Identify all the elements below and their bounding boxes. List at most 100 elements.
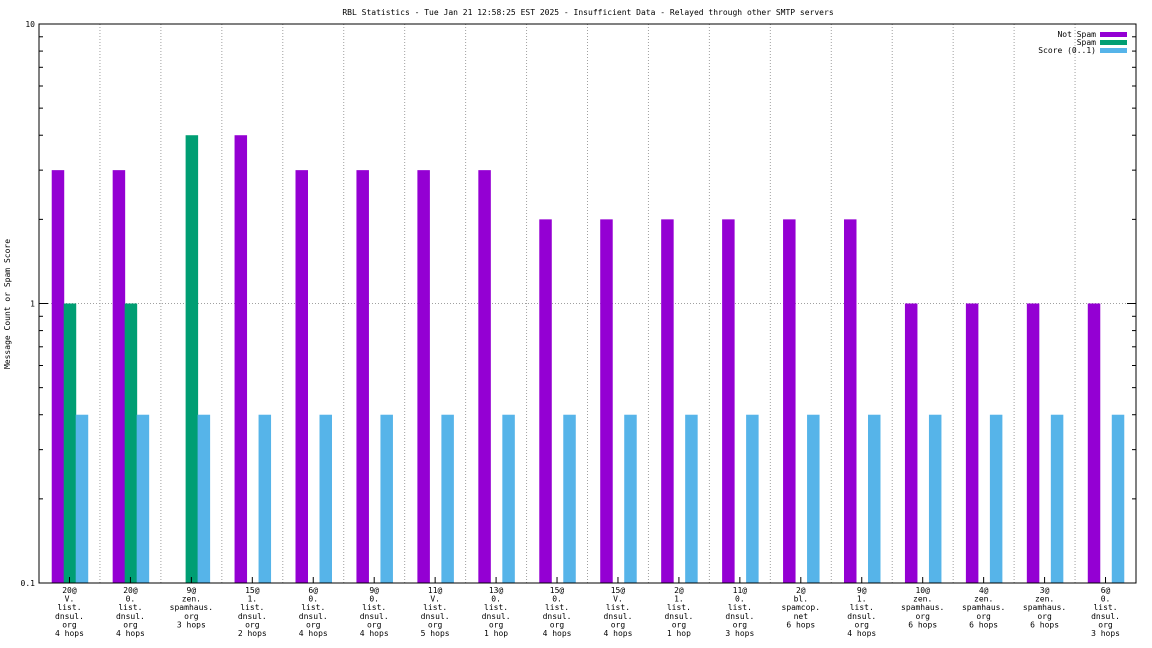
x-tick-label-line: list. — [850, 603, 874, 612]
bar-not-spam — [356, 170, 369, 584]
x-tick-label-line: org — [123, 620, 138, 629]
bar-not-spam — [1087, 303, 1101, 583]
x-tick-label-line: list. — [57, 603, 81, 612]
x-tick-label-line: zen. — [1035, 595, 1054, 604]
x-tick-label-line: 3 hops — [177, 620, 206, 629]
x-tick-label-line: 0. — [552, 595, 562, 604]
bar-score-0-1 — [502, 414, 515, 583]
bar-score-0-1 — [136, 414, 150, 583]
x-tick-label-line: 4 hops — [360, 629, 389, 638]
x-tick-label-line: net — [794, 612, 809, 621]
bar-not-spam — [234, 135, 248, 583]
x-tick-label-line: 20@ — [62, 586, 77, 595]
x-tick-label-line: 15@ — [550, 586, 565, 595]
x-tick-label-line: org — [367, 620, 382, 629]
x-tick-label-line: bl. — [794, 595, 808, 604]
y-axis-label: Message Count or Spam Score — [3, 239, 12, 369]
x-tick-label-line: dnsul. — [1091, 612, 1120, 621]
bar-not-spam — [722, 219, 735, 583]
bar-spam — [185, 135, 199, 583]
legend-label: Score (0..1) — [1038, 46, 1096, 55]
bar-score-0-1 — [380, 414, 393, 583]
x-tick-label-line: 3 hops — [725, 629, 754, 638]
x-tick-label-line: list. — [667, 603, 691, 612]
x-tick-label: 11@ V. list. dnsul. org 5 hops — [421, 586, 450, 638]
x-tick-label-line: dnsul. — [725, 612, 754, 621]
bar-score-0-1 — [685, 414, 698, 583]
x-tick-label-line: zen. — [913, 595, 932, 604]
x-tick-label-line: org — [855, 620, 870, 629]
x-tick-label-line: spamhaus. — [1023, 603, 1066, 612]
legend-swatch — [1100, 40, 1127, 45]
x-tick-label-line: 4 hops — [55, 629, 84, 638]
bar-score-0-1 — [746, 414, 759, 583]
bar-not-spam — [783, 219, 796, 583]
x-tick-label: 6@ 0. list. dnsul. org 4 hops — [299, 586, 328, 638]
bars — [51, 135, 1125, 584]
bar-score-0-1 — [75, 414, 89, 583]
x-tick-label: 9@ 0. list. dnsul. org 4 hops — [360, 586, 389, 638]
bar-spam — [63, 303, 77, 583]
x-tick-label-line: 0. — [1101, 595, 1111, 604]
x-tick-label-line: 10@ — [915, 586, 930, 595]
x-tick-label: 20@ V. list. dnsul. org 4 hops — [55, 586, 84, 638]
x-tick-label-line: list. — [606, 603, 630, 612]
x-tick-label-line: 6@ — [308, 586, 318, 595]
x-tick-label-line: 4 hops — [543, 629, 572, 638]
x-tick-label-line: 4 hops — [299, 629, 328, 638]
bar-score-0-1 — [1050, 414, 1064, 583]
x-tick-label-line: dnsul. — [847, 612, 876, 621]
bar-score-0-1 — [563, 414, 576, 583]
x-tick-label-line: dnsul. — [604, 612, 633, 621]
bar-not-spam — [844, 219, 857, 583]
bar-score-0-1 — [807, 414, 820, 583]
bar-score-0-1 — [441, 414, 454, 583]
x-tick-label-line: org — [489, 620, 504, 629]
x-tick-label-line: spamhaus. — [901, 603, 944, 612]
x-tick-label: 2@ bl. spamcop. net 6 hops — [782, 586, 821, 629]
bar-not-spam — [417, 170, 430, 584]
x-tick-label-line: list. — [240, 603, 264, 612]
x-tick-label-line: org — [550, 620, 565, 629]
x-tick-label-line: spamcop. — [782, 603, 821, 612]
x-tick-label-line: 6 hops — [908, 620, 937, 629]
x-tick-label-line: 4 hops — [847, 629, 876, 638]
x-tick-label-line: 0. — [308, 595, 318, 604]
x-tick-label-line: 20@ — [123, 586, 138, 595]
legend-label: Spam — [1077, 38, 1096, 47]
x-tick-label-line: 6 hops — [1030, 620, 1059, 629]
x-tick-label-line: org — [245, 620, 260, 629]
chart-title: RBL Statistics - Tue Jan 21 12:58:25 EST… — [342, 8, 833, 17]
x-tick-label: 10@ zen. spamhaus. org 6 hops — [901, 586, 944, 629]
x-tick-label-line: list. — [423, 603, 447, 612]
x-tick-label-line: 9@ — [857, 586, 867, 595]
x-tick-label-line: zen. — [182, 595, 201, 604]
x-tick-label: 20@ 0. list. dnsul. org 4 hops — [116, 586, 145, 638]
y-tick-label: 0.1 — [21, 579, 36, 588]
x-tick-label-line: 2@ — [674, 586, 684, 595]
bar-not-spam — [661, 219, 674, 583]
x-tick-label: 11@ 0. list. dnsul. org 3 hops — [725, 586, 754, 638]
x-tick-label-line: spamhaus. — [962, 603, 1005, 612]
x-tick-label-line: 11@ — [733, 586, 748, 595]
x-tick-label-line: 6 hops — [969, 620, 998, 629]
x-tick-label-line: 2 hops — [238, 629, 267, 638]
x-tick-label: 15@ 1. list. dnsul. org 2 hops — [238, 586, 267, 638]
x-tick-label-line: dnsul. — [482, 612, 511, 621]
legend-label: Not Spam — [1057, 30, 1096, 39]
x-tick-label-line: 0. — [491, 595, 501, 604]
x-tick-label-line: list. — [484, 603, 508, 612]
gridlines — [39, 24, 1136, 583]
bar-not-spam — [539, 219, 552, 583]
x-tick-label-line: list. — [545, 603, 569, 612]
bar-not-spam — [965, 303, 979, 583]
x-tick-label-line: list. — [1093, 603, 1117, 612]
bar-score-0-1 — [989, 414, 1003, 583]
x-tick-label-line: 0. — [369, 595, 379, 604]
x-tick-label-line: 15@ — [245, 586, 260, 595]
x-tick-label-line: dnsul. — [116, 612, 145, 621]
x-tick-label-line: 4 hops — [604, 629, 633, 638]
x-tick-label: 3@ zen. spamhaus. org 6 hops — [1023, 586, 1066, 629]
